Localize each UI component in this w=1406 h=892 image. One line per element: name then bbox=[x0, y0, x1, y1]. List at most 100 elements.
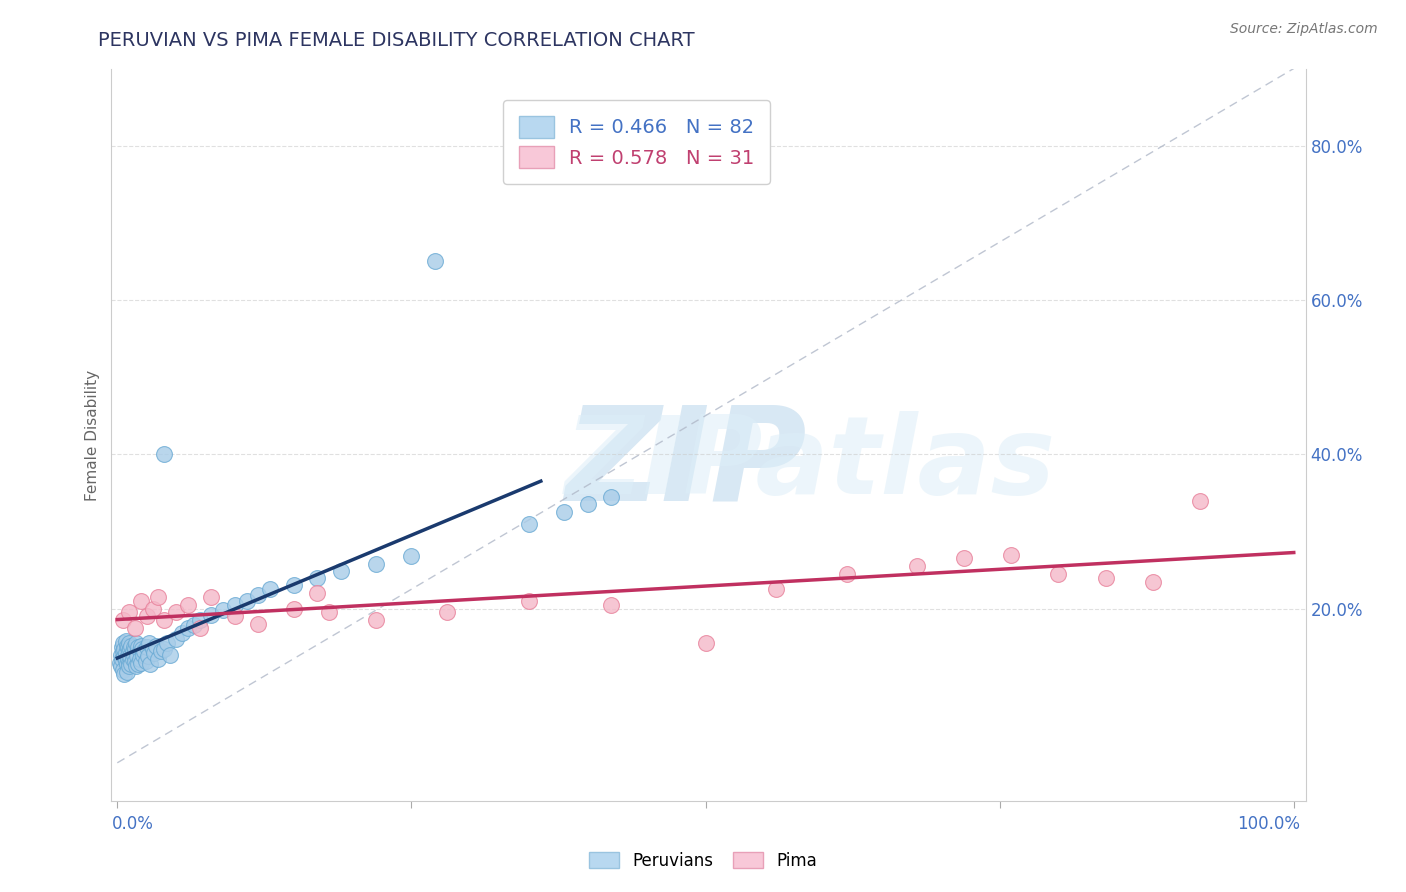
Text: 100.0%: 100.0% bbox=[1237, 815, 1299, 833]
Point bbox=[124, 654, 146, 668]
Point bbox=[153, 613, 176, 627]
Point bbox=[905, 559, 928, 574]
Point bbox=[259, 582, 281, 597]
Point bbox=[112, 613, 135, 627]
Point bbox=[156, 636, 179, 650]
Point bbox=[111, 640, 134, 654]
Point bbox=[115, 665, 138, 679]
Point bbox=[148, 590, 170, 604]
Point bbox=[165, 606, 187, 620]
Point bbox=[112, 641, 135, 656]
Point bbox=[110, 648, 132, 662]
Point bbox=[118, 644, 141, 658]
Point bbox=[145, 639, 167, 653]
Point bbox=[125, 659, 148, 673]
Point bbox=[177, 621, 200, 635]
Point bbox=[366, 613, 388, 627]
Point bbox=[108, 656, 131, 670]
Point bbox=[127, 657, 149, 671]
Point bbox=[142, 601, 165, 615]
Point bbox=[115, 639, 138, 653]
Point bbox=[1142, 574, 1164, 589]
Point bbox=[135, 609, 157, 624]
Point bbox=[110, 659, 132, 673]
Point bbox=[318, 606, 340, 620]
Point bbox=[366, 557, 388, 571]
Text: 0.0%: 0.0% bbox=[111, 815, 153, 833]
Point bbox=[177, 598, 200, 612]
Point bbox=[114, 654, 136, 668]
Point bbox=[188, 621, 211, 635]
Point bbox=[224, 598, 246, 612]
Point bbox=[117, 648, 139, 662]
Point bbox=[124, 641, 146, 656]
Point bbox=[142, 646, 165, 660]
Point bbox=[329, 565, 352, 579]
Point bbox=[283, 601, 305, 615]
Point bbox=[129, 594, 152, 608]
Point bbox=[235, 594, 257, 608]
Y-axis label: Female Disability: Female Disability bbox=[86, 369, 100, 500]
Point bbox=[129, 656, 152, 670]
Point bbox=[835, 566, 858, 581]
Point bbox=[124, 621, 146, 635]
Point bbox=[120, 639, 142, 653]
Point bbox=[112, 644, 135, 658]
Point bbox=[125, 636, 148, 650]
Point bbox=[135, 640, 157, 654]
Point bbox=[553, 505, 575, 519]
Point bbox=[200, 607, 222, 622]
Point bbox=[142, 641, 165, 656]
Point bbox=[135, 654, 157, 668]
Point bbox=[170, 626, 193, 640]
Point bbox=[129, 639, 152, 653]
Point bbox=[114, 646, 136, 660]
Point bbox=[127, 649, 149, 664]
Point bbox=[134, 644, 156, 658]
Point bbox=[1094, 571, 1116, 585]
Point bbox=[114, 634, 136, 648]
Point bbox=[112, 667, 135, 681]
Point bbox=[111, 651, 134, 665]
Point bbox=[1188, 493, 1211, 508]
Point bbox=[127, 640, 149, 654]
Point bbox=[1047, 566, 1070, 581]
Legend: R = 0.466   N = 82, R = 0.578   N = 31: R = 0.466 N = 82, R = 0.578 N = 31 bbox=[503, 100, 770, 184]
Legend: Peruvians, Pima: Peruvians, Pima bbox=[582, 846, 824, 877]
Text: PERUVIAN VS PIMA FEMALE DISABILITY CORRELATION CHART: PERUVIAN VS PIMA FEMALE DISABILITY CORRE… bbox=[98, 31, 695, 50]
Point bbox=[120, 649, 142, 664]
Point bbox=[122, 648, 145, 662]
Point bbox=[118, 636, 141, 650]
Point bbox=[247, 617, 270, 632]
Point bbox=[436, 606, 458, 620]
Point bbox=[118, 606, 141, 620]
Point bbox=[117, 651, 139, 665]
Point bbox=[953, 551, 976, 566]
Point bbox=[115, 657, 138, 671]
Point bbox=[224, 609, 246, 624]
Point bbox=[200, 590, 222, 604]
Point bbox=[188, 613, 211, 627]
Point bbox=[136, 649, 159, 664]
Point bbox=[112, 649, 135, 664]
Point bbox=[401, 549, 423, 563]
Point bbox=[132, 648, 155, 662]
Point bbox=[118, 659, 141, 673]
Point bbox=[307, 586, 329, 600]
Point bbox=[600, 490, 623, 504]
Point bbox=[128, 651, 150, 665]
Text: ZIP: ZIP bbox=[565, 401, 807, 528]
Point bbox=[131, 641, 153, 656]
Point bbox=[138, 636, 160, 650]
Text: Source: ZipAtlas.com: Source: ZipAtlas.com bbox=[1230, 22, 1378, 37]
Point bbox=[517, 516, 540, 531]
Point bbox=[212, 603, 235, 617]
Point bbox=[120, 657, 142, 671]
Point bbox=[112, 663, 135, 677]
Point bbox=[423, 254, 446, 268]
Point bbox=[153, 447, 176, 461]
Point bbox=[117, 640, 139, 654]
Point bbox=[247, 588, 270, 602]
Point bbox=[139, 657, 162, 671]
Point bbox=[307, 571, 329, 585]
